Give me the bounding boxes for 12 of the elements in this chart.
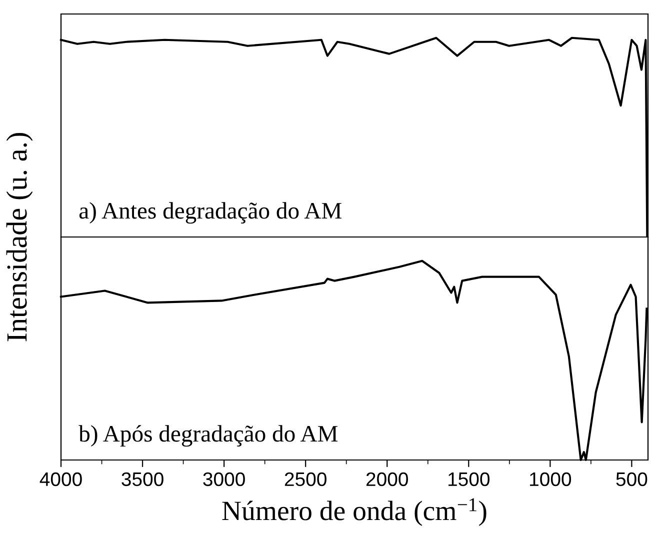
annotation: b) Após degradação do AM [78, 425, 338, 447]
x-tick-label: 500 [616, 472, 648, 486]
annotation: a) Antes degradação do AM [79, 202, 342, 224]
x-tick-label: 3000 [203, 472, 245, 486]
y-axis-title: Intensidade (u. a.) [6, 133, 33, 342]
x-tick-label: 2500 [284, 472, 326, 486]
x-axis-title: Número de onda (cm$^{−1}$) [222, 498, 486, 526]
x-tick-label: 3500 [122, 472, 164, 486]
x-tick-label: 2000 [366, 472, 408, 486]
x-tick-label: 1000 [530, 472, 572, 486]
x-tick-label: 4000 [40, 472, 82, 486]
x-tick-label: 1500 [448, 472, 490, 486]
